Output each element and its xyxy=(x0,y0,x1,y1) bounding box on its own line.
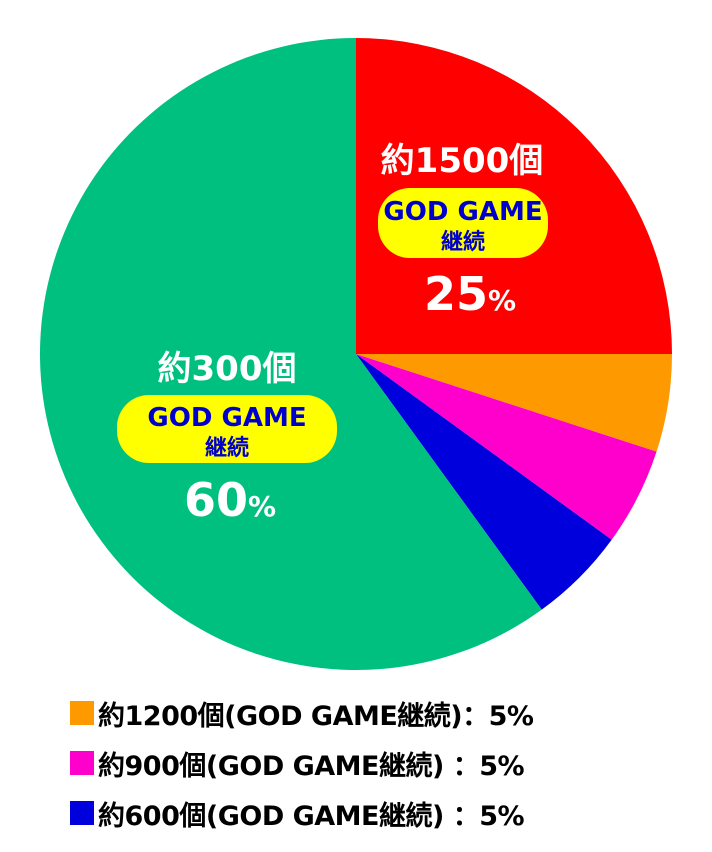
slice-percent-60-unit: % xyxy=(248,490,276,523)
slice-title-1500: 約1500個 xyxy=(381,141,544,181)
slice-percent-60-value: 60 xyxy=(184,473,248,527)
pie-slices xyxy=(39,38,672,670)
legend-item-600: 約600個(GOD GAME継続) ：5% xyxy=(70,788,690,838)
legend-label-600: 約600個(GOD GAME継続) ：5% xyxy=(98,800,525,832)
legend-swatch-magenta xyxy=(70,751,94,775)
legend-swatch-blue xyxy=(70,801,94,825)
pill-line1-300: GOD GAME xyxy=(147,403,306,433)
god-game-pill-300 xyxy=(117,395,337,463)
legend-item-900: 約900個(GOD GAME継続) ：5% xyxy=(70,738,690,788)
pie-slice-1200 xyxy=(356,354,672,452)
pie-slice-600 xyxy=(356,354,612,610)
pill-line2-300: 継続 xyxy=(205,435,249,461)
pie-slice-300 xyxy=(39,38,542,670)
slice-percent-25-unit: % xyxy=(488,284,516,317)
slice-percent-25-value: 25 xyxy=(424,267,488,321)
pill-line2-1500: 継続 xyxy=(441,229,485,255)
slice-title-300: 約300個 xyxy=(158,349,297,389)
slice-label-group-1500: 約1500個 GOD GAME 継続 25% xyxy=(378,141,548,321)
god-game-pill-1500 xyxy=(378,188,548,258)
slice-percent-25: 25% xyxy=(424,267,516,321)
slice-label-group-300: 約300個 GOD GAME 継続 60% xyxy=(117,349,337,527)
legend-swatch-orange xyxy=(70,701,94,725)
legend-label-1200: 約1200個(GOD GAME継続)：5% xyxy=(98,700,534,732)
slice-percent-60: 60% xyxy=(184,473,276,527)
pie-slice-900 xyxy=(356,354,657,540)
legend-label-900: 約900個(GOD GAME継続) ：5% xyxy=(98,750,525,782)
legend: 約1200個(GOD GAME継続)：5% 約900個(GOD GAME継続) … xyxy=(70,688,690,838)
pill-line1-1500: GOD GAME xyxy=(383,197,542,227)
legend-item-1200: 約1200個(GOD GAME継続)：5% xyxy=(70,688,690,738)
